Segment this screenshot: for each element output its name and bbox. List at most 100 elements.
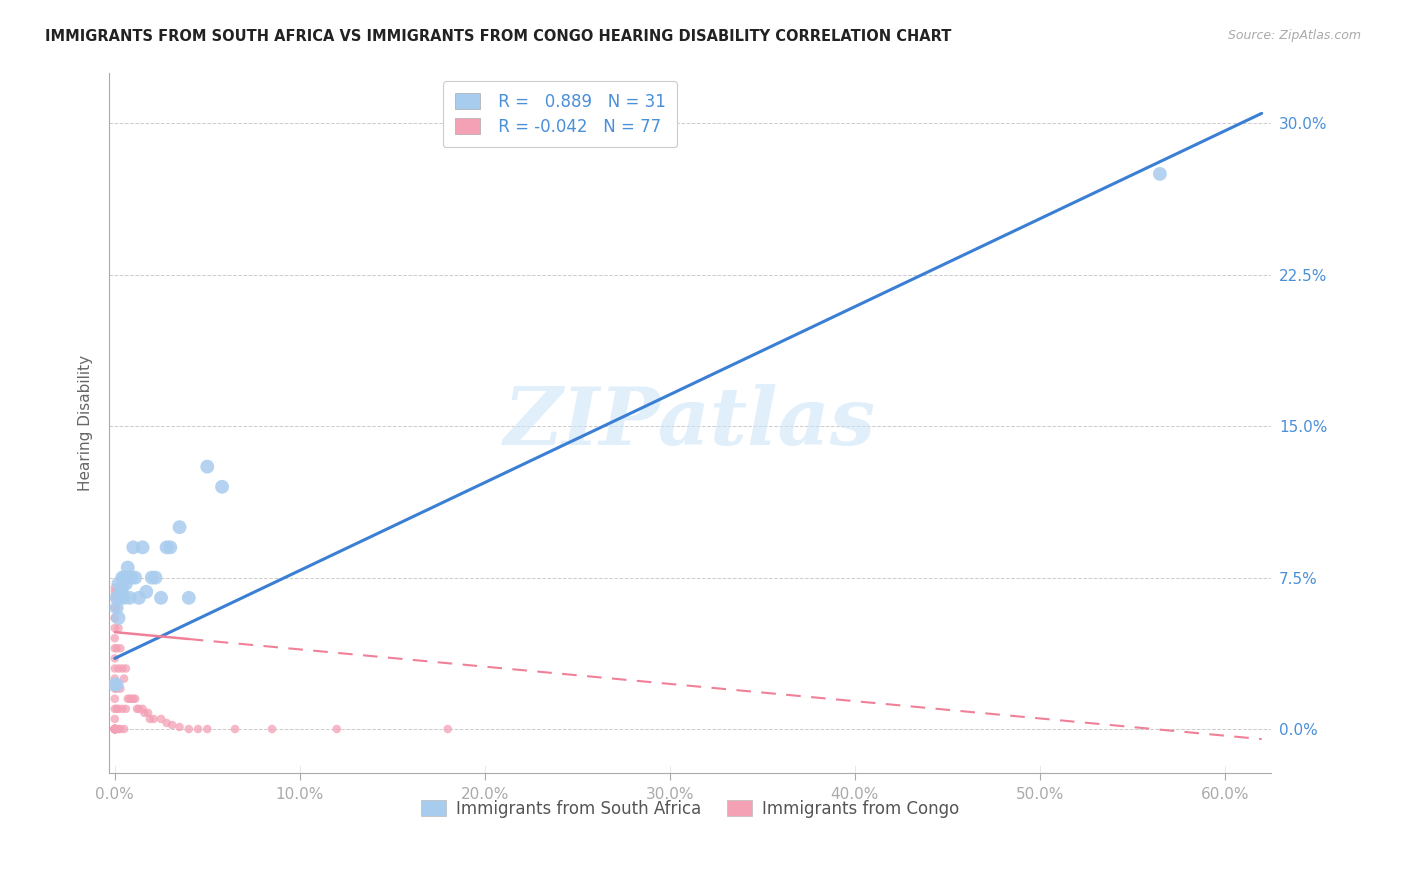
Point (104, 611, 127, 625)
Point (104, 722, 127, 736)
Point (122, 691, 145, 706)
Point (104, 621, 127, 635)
Point (118, 591, 141, 605)
Point (124, 571, 146, 585)
Point (105, 722, 128, 736)
Point (145, 571, 167, 585)
Point (136, 706, 159, 720)
Text: IMMIGRANTS FROM SOUTH AFRICA VS IMMIGRANTS FROM CONGO HEARING DISABILITY CORRELA: IMMIGRANTS FROM SOUTH AFRICA VS IMMIGRAN… (45, 29, 952, 44)
Point (104, 681, 127, 696)
Point (104, 691, 127, 706)
Point (104, 601, 127, 615)
Point (104, 722, 127, 736)
Point (112, 672, 135, 686)
Point (104, 722, 127, 736)
Point (104, 581, 127, 595)
Point (169, 720, 191, 734)
Point (128, 702, 150, 716)
Point (112, 571, 135, 585)
Point (111, 661, 134, 675)
Point (105, 702, 128, 716)
Point (104, 722, 127, 736)
Point (105, 601, 128, 615)
Point (107, 611, 129, 625)
Point (187, 722, 209, 736)
Point (115, 661, 138, 675)
Point (169, 520, 191, 534)
Point (107, 722, 129, 736)
Text: ZIPatlas: ZIPatlas (503, 384, 876, 462)
Point (104, 722, 127, 736)
Point (104, 611, 127, 625)
Point (105, 591, 128, 605)
Point (111, 702, 134, 716)
Point (104, 722, 127, 736)
Text: Source: ZipAtlas.com: Source: ZipAtlas.com (1227, 29, 1361, 42)
Point (125, 702, 148, 716)
Point (115, 576, 138, 591)
Point (105, 722, 128, 736)
Point (131, 702, 153, 716)
Point (105, 681, 128, 696)
Point (117, 571, 139, 585)
Point (110, 722, 132, 736)
Point (150, 712, 173, 726)
Point (104, 722, 127, 736)
Legend: Immigrants from South Africa, Immigrants from Congo: Immigrants from South Africa, Immigrants… (415, 793, 966, 824)
Point (260, 722, 283, 736)
Point (104, 722, 127, 736)
Point (104, 702, 127, 716)
Point (104, 722, 127, 736)
Point (131, 541, 153, 555)
Point (117, 560, 139, 574)
Point (104, 672, 127, 686)
Point (326, 722, 349, 736)
Point (128, 591, 150, 605)
Point (105, 641, 128, 656)
Point (104, 722, 127, 736)
Point (104, 641, 127, 656)
Point (105, 678, 128, 692)
Point (117, 691, 139, 706)
Point (195, 459, 218, 474)
Point (104, 722, 127, 736)
Point (110, 681, 132, 696)
Point (104, 722, 127, 736)
Point (436, 722, 458, 736)
Point (211, 480, 233, 494)
Point (112, 722, 135, 736)
Point (122, 541, 145, 555)
Point (111, 571, 134, 585)
Point (104, 722, 127, 736)
Point (159, 541, 181, 555)
Point (115, 702, 138, 716)
Point (105, 601, 128, 615)
Point (104, 722, 127, 736)
Point (107, 576, 129, 591)
Point (142, 712, 165, 726)
Point (150, 591, 173, 605)
Point (104, 661, 127, 675)
Point (104, 712, 127, 726)
Point (177, 722, 200, 736)
Y-axis label: Hearing Disability: Hearing Disability (79, 355, 93, 491)
Point (107, 621, 129, 635)
Point (104, 631, 127, 645)
Point (111, 581, 134, 595)
Point (155, 716, 177, 731)
Point (104, 722, 127, 736)
Point (104, 591, 127, 605)
Point (107, 661, 129, 675)
Point (124, 691, 146, 706)
Point (120, 571, 142, 585)
Point (104, 722, 127, 736)
Point (118, 691, 141, 706)
Point (177, 591, 200, 605)
Point (1149, 167, 1171, 181)
Point (224, 722, 246, 736)
Point (195, 722, 218, 736)
Point (104, 722, 127, 736)
Point (104, 584, 127, 599)
Point (120, 691, 142, 706)
Point (104, 722, 127, 736)
